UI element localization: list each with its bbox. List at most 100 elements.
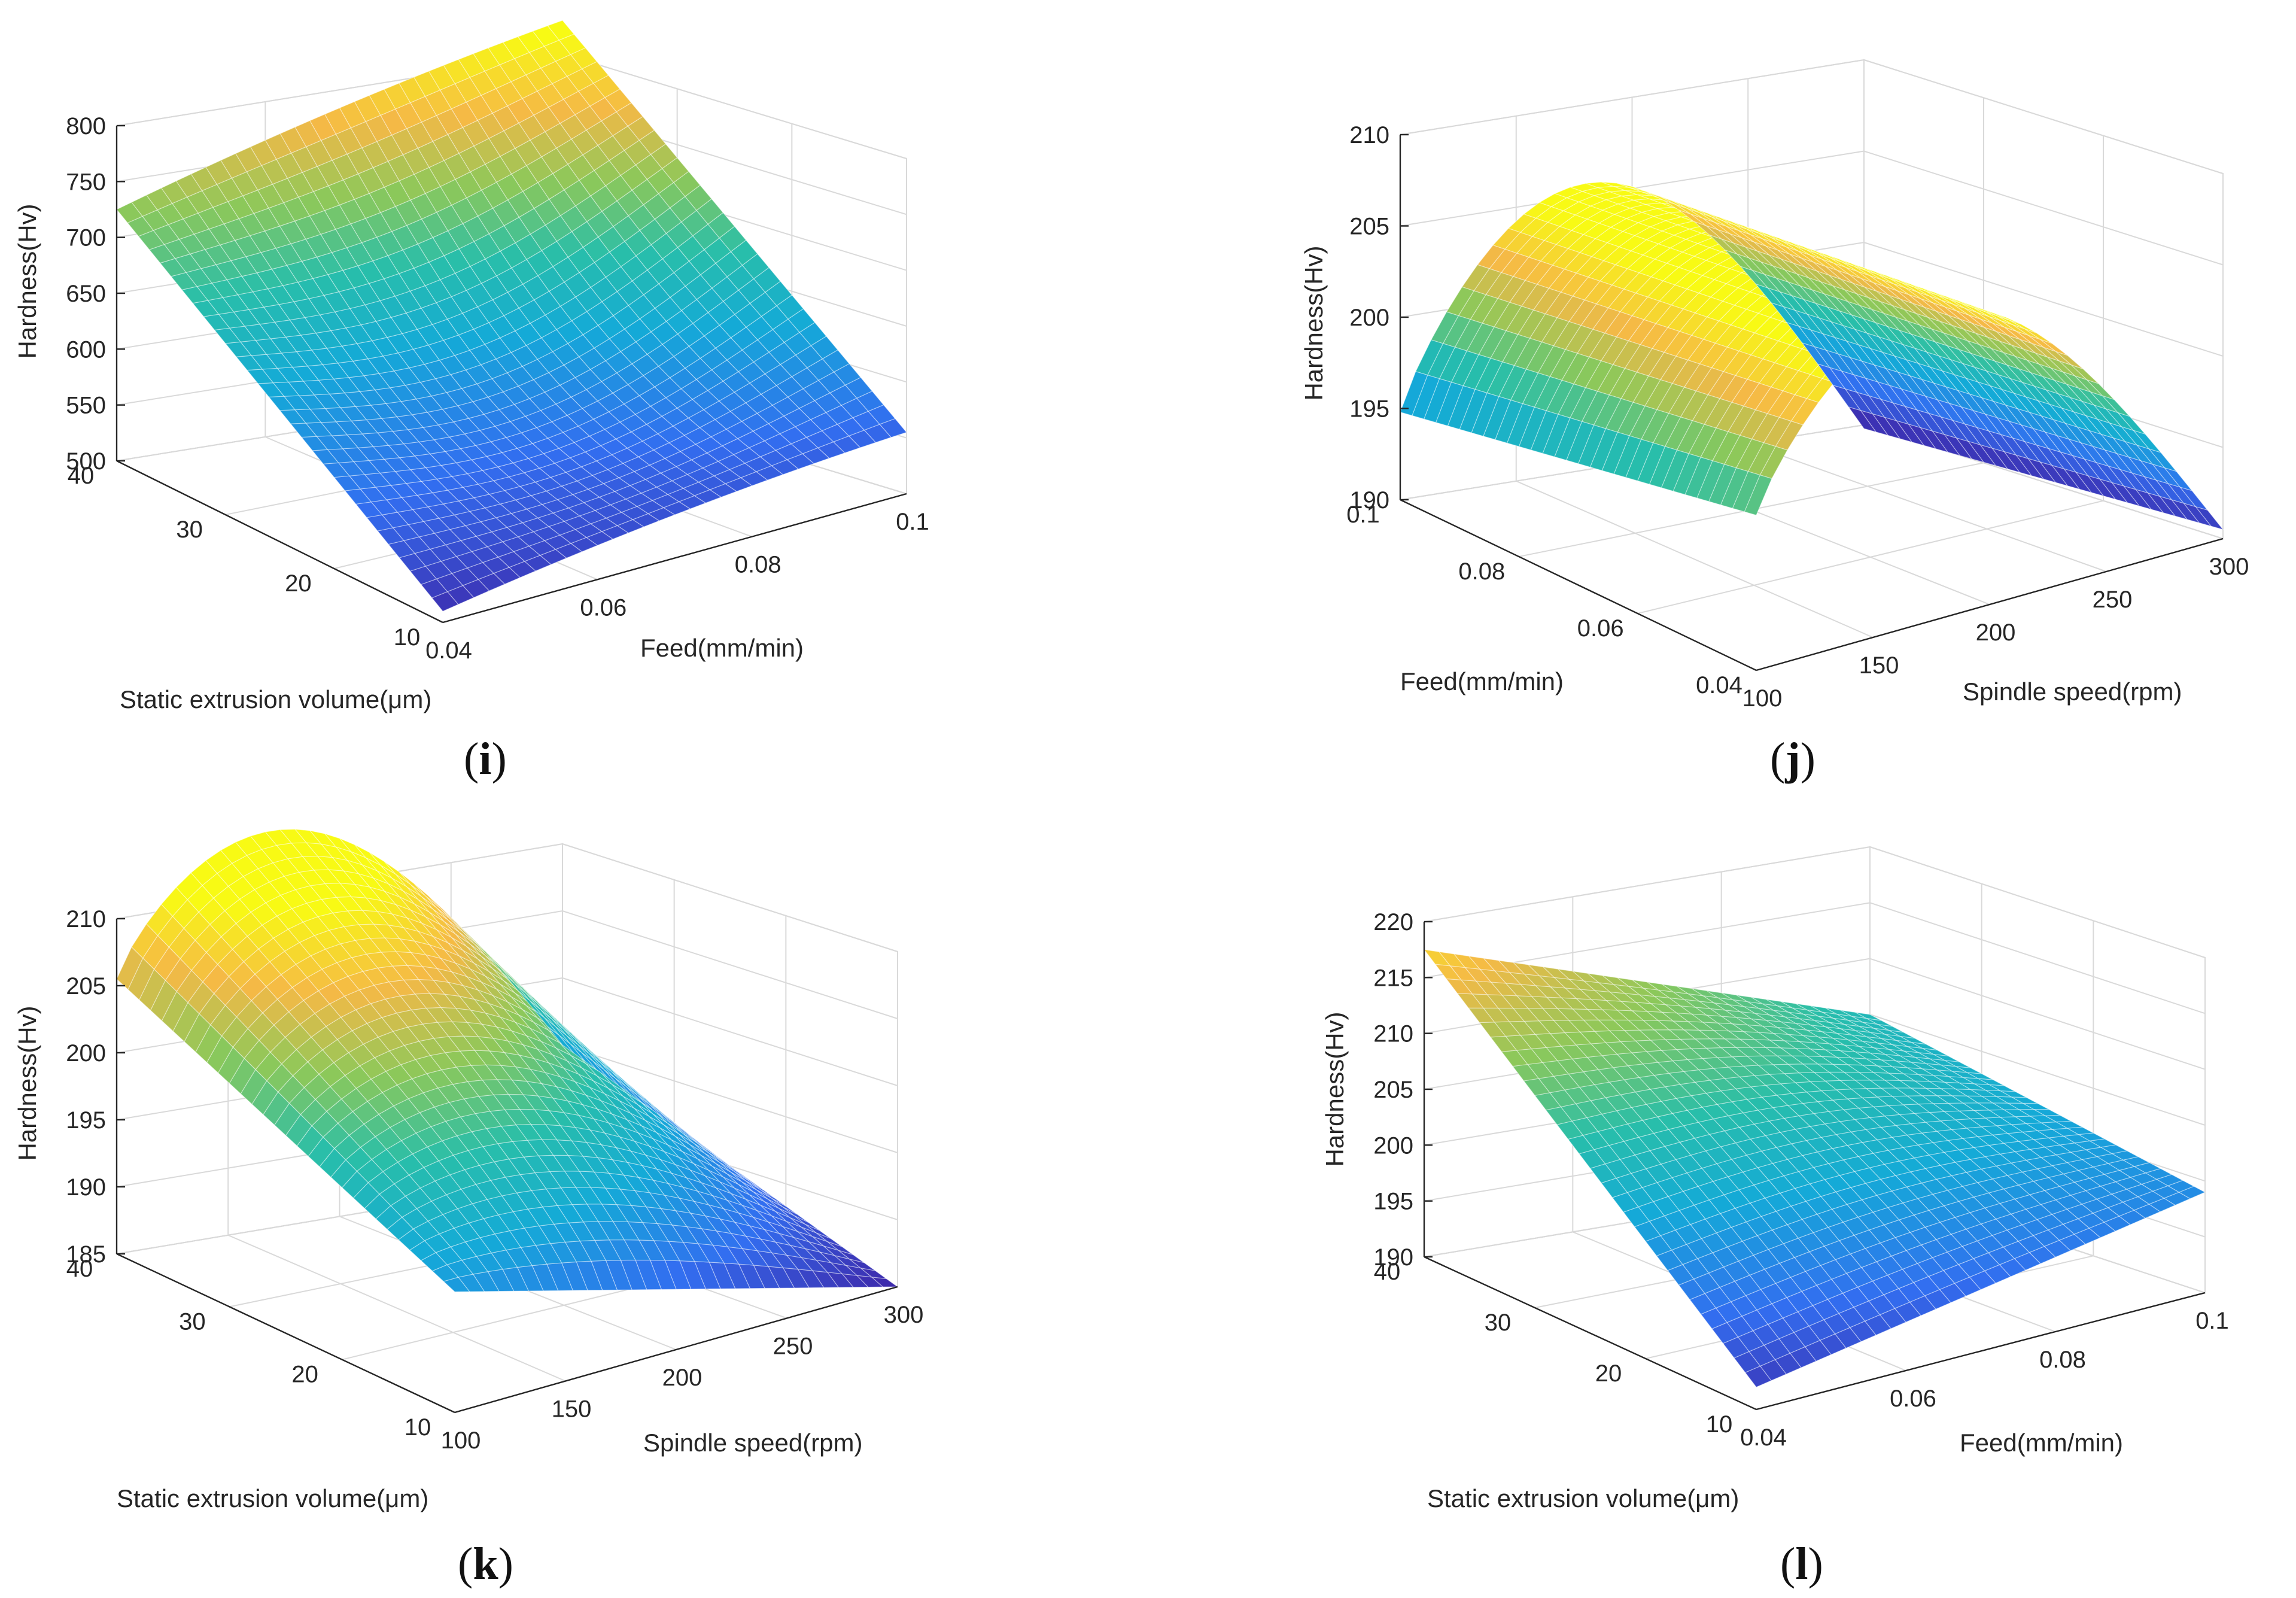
z-gridline: [562, 843, 898, 952]
v-tick-label: 30: [1485, 1310, 1512, 1336]
u-tick-label: 0.06: [1890, 1386, 1936, 1412]
floor-gridline: [1747, 443, 2107, 572]
axis-text: 500 550 600 650 700 750 800 0.04 0.06 0.08 0.1 10 20…: [13, 113, 929, 713]
surface-cell: [532, 25, 560, 47]
chart-panel-l: 1901952002052102152200.040.060.080.11020…: [1321, 846, 2229, 1512]
z-tick-label: 190: [1349, 487, 1389, 514]
z-tick-label: 200: [1349, 305, 1389, 331]
z-gridline: [1863, 150, 2224, 266]
axis-line: [454, 1286, 898, 1414]
surface-cell: [324, 107, 352, 135]
u-axis-title: Spindle speed(rpm): [643, 1429, 863, 1457]
v-tick-label: 40: [1374, 1259, 1401, 1285]
z-tick-label: 195: [1349, 396, 1389, 423]
surface-cell: [1585, 181, 1613, 189]
chart-panel-k: 1851901952002052101001502002503001020304…: [13, 828, 923, 1512]
surface-cell: [1801, 342, 1831, 369]
surface-cell: [1415, 339, 1444, 376]
z-gridline: [562, 910, 898, 1019]
surface-cell: [413, 71, 441, 97]
surface-cell: [1662, 199, 1691, 214]
u-tick-label: 250: [2093, 587, 2133, 613]
surface-cell: [1725, 249, 1753, 271]
surface-cell: [458, 53, 485, 78]
u-tick-label: 100: [1742, 685, 1783, 712]
panel-label-j: (j): [1770, 734, 1815, 784]
u-tick-label: 0.08: [735, 552, 781, 578]
axis-line: [442, 493, 907, 624]
v-tick-label: 0.1: [1346, 502, 1380, 528]
v-tick-label: 10: [1706, 1411, 1733, 1438]
u-tick-label: 200: [1976, 619, 2016, 646]
u-tick-label: 0.04: [1740, 1424, 1787, 1451]
z-tick-label: 195: [66, 1107, 106, 1134]
v-tick-label: 20: [1595, 1360, 1622, 1387]
v-tick-label: 20: [291, 1362, 318, 1388]
floor-gridline: [1637, 500, 2104, 614]
surface-cell: [428, 65, 456, 91]
v-tick-label: 0.08: [1458, 558, 1505, 585]
z-gridline: [562, 53, 907, 159]
z-tick-label: 220: [1373, 909, 1413, 935]
axis-line: [116, 460, 443, 624]
surface-mesh: [1400, 181, 2224, 530]
surface-cell: [1461, 264, 1490, 291]
surface-cell: [309, 114, 337, 141]
z-tick-label: 550: [66, 393, 106, 419]
z-axis-title: Hardness(Hv): [1321, 1011, 1349, 1166]
v-tick-label: 30: [176, 517, 203, 543]
z-tick-label: 215: [1373, 965, 1413, 991]
surface-mesh: [116, 828, 899, 1293]
v-axis-title: Static extrusion volume(μm): [117, 1484, 428, 1512]
axes: [115, 124, 907, 624]
surface-cell: [1523, 202, 1552, 219]
z-tick-label: 700: [66, 225, 106, 251]
panel-label-l: (l): [1780, 1539, 1823, 1589]
axis-line: [1756, 537, 2224, 672]
surface-cell: [1601, 181, 1629, 188]
z-tick-label: 210: [66, 906, 106, 932]
z-gridline: [1869, 902, 2206, 1014]
z-gridline: [1863, 59, 2224, 174]
u-tick-label: 300: [2209, 554, 2249, 580]
u-tick-label: 0.06: [580, 594, 627, 621]
surface-cell: [1477, 244, 1506, 269]
v-tick-label: 40: [68, 463, 95, 489]
panel-label-k: (k): [458, 1539, 513, 1589]
z-tick-label: 205: [1373, 1077, 1413, 1103]
surface-cell: [116, 202, 143, 224]
axis-text: 190 195 200 205 210 100 150 200 250 300 0.04 0.06 0.…: [1300, 122, 2249, 712]
surface-cell: [1816, 363, 1846, 390]
u-tick-label: 200: [662, 1365, 703, 1391]
u-tick-label: 0.08: [2039, 1347, 2086, 1373]
u-tick-label: 100: [441, 1427, 481, 1454]
chart-panel-j: 190 195 200 205 210 100 150 200 250 300 0.04 0.06 0.…: [1300, 59, 2249, 712]
panel-label-i: (i): [464, 734, 507, 784]
z-axis-title: Hardness(Hv): [13, 203, 41, 359]
z-tick-label: 210: [1349, 122, 1389, 148]
u-tick-label: 0.1: [896, 509, 929, 535]
surface-mesh: [116, 20, 908, 612]
u-tick-label: 150: [552, 1396, 592, 1423]
u-tick-label: 0.04: [425, 637, 472, 664]
z-tick-label: 190: [66, 1174, 106, 1201]
v-tick-label: 0.06: [1577, 615, 1624, 642]
v-tick-label: 40: [66, 1256, 93, 1282]
v-tick-label: 20: [285, 570, 312, 597]
v-axis-title: Static extrusion volume(μm): [1427, 1484, 1739, 1512]
surface-cell: [175, 174, 203, 198]
z-tick-label: 210: [1373, 1021, 1413, 1047]
z-tick-label: 500: [66, 448, 106, 475]
z-tick-label: 600: [66, 336, 106, 363]
z-gridline: [562, 1044, 898, 1153]
v-axis-title: Feed(mm/min): [1400, 667, 1564, 695]
z-tick-label: 750: [66, 169, 106, 195]
v-tick-label: 0.04: [1696, 672, 1742, 698]
floor-gridline: [1516, 480, 1874, 638]
z-tick-label: 800: [66, 113, 106, 139]
z-gridline: [1869, 846, 2206, 958]
v-axis-title: Static extrusion volume(μm): [120, 685, 431, 713]
u-axis-title: Feed(mm/min): [1960, 1429, 2123, 1457]
u-axis-title: Spindle speed(rpm): [1963, 678, 2182, 706]
